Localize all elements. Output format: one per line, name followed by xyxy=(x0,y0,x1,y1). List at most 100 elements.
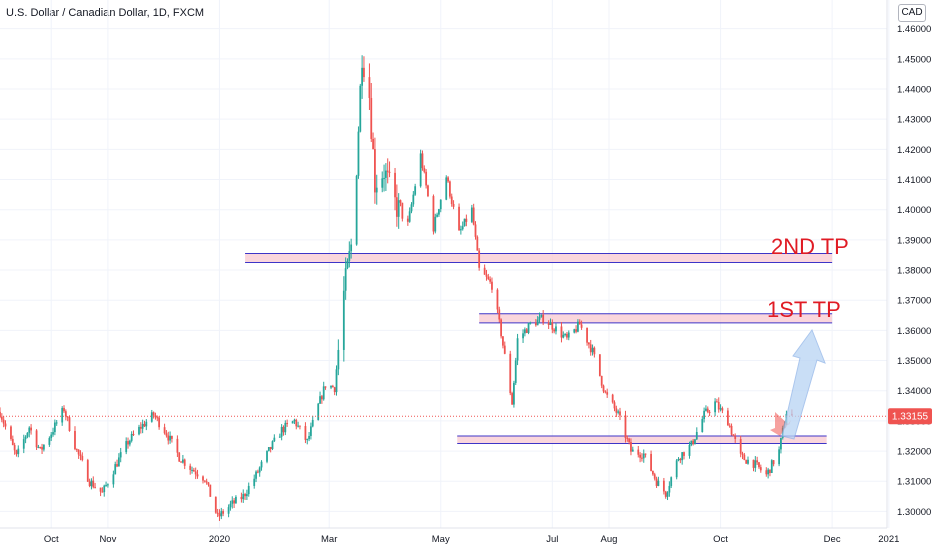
y-tick-label: 1.41000 xyxy=(897,175,931,186)
candle-body xyxy=(42,444,45,450)
candle-body xyxy=(167,435,170,441)
candle-body xyxy=(732,434,735,437)
candle-body xyxy=(386,170,389,172)
candle-body xyxy=(580,324,583,328)
first-tp-label[interactable]: 1ST TP xyxy=(767,297,841,322)
candle-body xyxy=(344,268,347,291)
candle-body xyxy=(657,480,660,486)
candle-body xyxy=(553,329,556,332)
candle-body xyxy=(37,446,40,448)
candle-body xyxy=(679,458,682,461)
candle-body xyxy=(730,425,733,435)
candle-body xyxy=(564,333,567,335)
candle-body xyxy=(690,440,693,445)
candle-body xyxy=(487,276,490,280)
candle-body xyxy=(304,426,307,440)
candle-body xyxy=(628,438,631,443)
candle-body xyxy=(637,449,640,455)
candle-body xyxy=(644,453,647,455)
candle-body xyxy=(90,480,93,487)
candle-body xyxy=(220,511,223,517)
candle-body xyxy=(681,452,684,461)
candle-body xyxy=(551,322,554,330)
candle-body xyxy=(183,459,186,466)
x-tick-label: Nov xyxy=(99,534,116,545)
candle-body xyxy=(717,401,720,410)
zone-fill xyxy=(457,435,827,444)
candle-body xyxy=(394,172,396,198)
candle-body xyxy=(630,442,632,452)
candle-body xyxy=(767,469,770,475)
candle-body xyxy=(218,513,221,517)
candle-body xyxy=(357,131,360,176)
candle-body xyxy=(322,386,325,400)
candle-body xyxy=(650,453,652,471)
candle-body xyxy=(348,251,351,261)
candle-body xyxy=(587,342,590,345)
candle-body xyxy=(0,416,3,420)
candle-body xyxy=(692,440,695,444)
candle-body xyxy=(79,454,82,456)
candle-body xyxy=(522,333,524,339)
y-tick-label: 1.37000 xyxy=(897,296,931,307)
candle-body xyxy=(114,464,117,475)
candle-body xyxy=(176,438,179,453)
candle-body xyxy=(125,441,128,453)
down-arrow-drawing[interactable] xyxy=(770,412,791,436)
candle-body xyxy=(2,419,5,424)
grid-layer xyxy=(0,0,890,528)
candle-body xyxy=(350,244,353,252)
candle-body xyxy=(240,496,243,500)
candle-body xyxy=(478,250,481,268)
candle-body xyxy=(523,329,526,334)
candle-body xyxy=(81,455,84,461)
candle-body xyxy=(209,484,212,497)
candle-body xyxy=(196,474,199,477)
up-arrow-drawing[interactable] xyxy=(781,328,826,440)
candle-body xyxy=(247,485,250,495)
candle-body xyxy=(152,412,155,416)
candle-body xyxy=(772,460,775,465)
candle-body xyxy=(756,460,759,463)
candle-body xyxy=(432,196,435,232)
candle-body xyxy=(600,375,603,386)
y-tick-label: 1.38000 xyxy=(897,266,931,277)
candle-body xyxy=(525,329,528,333)
price-axis: 1.300001.310001.320001.330001.340001.350… xyxy=(897,24,931,518)
zone-fill xyxy=(245,253,833,263)
candle-body xyxy=(560,326,563,338)
candle-body xyxy=(66,416,69,418)
currency-badge[interactable]: CAD xyxy=(898,4,926,22)
candle-body xyxy=(706,408,709,412)
second-tp-label[interactable]: 2ND TP xyxy=(771,234,849,259)
candle-body xyxy=(22,439,25,449)
candle-body xyxy=(181,459,184,463)
candle-body xyxy=(333,387,336,393)
candle-body xyxy=(395,197,398,217)
candle-body xyxy=(613,402,616,409)
candle-body xyxy=(566,333,568,338)
candle-body xyxy=(421,153,424,169)
candle-body xyxy=(555,326,557,332)
candle-body xyxy=(408,211,411,222)
candle-body xyxy=(319,396,321,404)
candle-body xyxy=(438,209,440,215)
candle-body xyxy=(399,200,402,203)
candle-body xyxy=(368,77,371,98)
candle-body xyxy=(450,196,453,204)
candle-body xyxy=(514,360,517,383)
x-tick-label: Oct xyxy=(44,534,59,545)
candle-body xyxy=(94,487,97,489)
candle-body xyxy=(463,218,466,227)
candle-body xyxy=(216,512,219,514)
candle-body xyxy=(427,185,429,197)
candle-body xyxy=(547,322,550,325)
candle-body xyxy=(310,426,312,436)
candle-body xyxy=(470,207,473,222)
candle-body xyxy=(295,419,298,427)
candle-body xyxy=(139,426,142,429)
candle-body xyxy=(384,170,387,178)
candle-body xyxy=(242,494,245,500)
candle-body xyxy=(299,425,301,427)
